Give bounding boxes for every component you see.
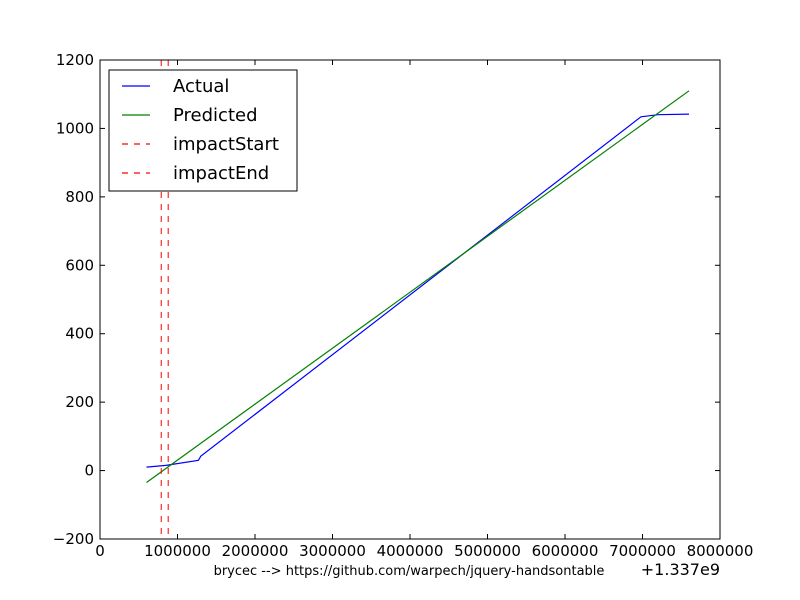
series-line-actual: [146, 113, 690, 468]
y-tick-label: −200: [53, 530, 94, 548]
x-tick-label: 2000000: [222, 542, 289, 560]
legend-label-actual: Actual: [173, 76, 229, 97]
legend-label-predicted: Predicted: [173, 105, 258, 126]
x-tick-label: 7000000: [609, 542, 676, 560]
y-tick-label: 600: [65, 256, 94, 274]
x-tick-label: 6000000: [532, 542, 599, 560]
x-tick-label: 0: [95, 542, 105, 560]
y-tick-label: 1000: [56, 119, 94, 137]
y-tick-label: 0: [84, 462, 94, 480]
x-axis-offset-label: +1.337e9: [641, 560, 720, 579]
x-tick-label: 3000000: [299, 542, 366, 560]
y-tick-label: 800: [65, 188, 94, 206]
series-line-predicted: [146, 90, 690, 483]
legend: Actual Predicted impactStart impactEnd: [108, 69, 298, 192]
legend-label-impactend: impactEnd: [173, 163, 269, 184]
x-tick-label: 4000000: [377, 542, 444, 560]
x-axis-label: brycec --> https://github.com/warpech/jq…: [214, 564, 605, 579]
legend-label-impactstart: impactStart: [173, 134, 279, 155]
y-tick-label: 1200: [56, 51, 94, 69]
x-tick-label: 5000000: [454, 542, 521, 560]
legend-box: [108, 69, 298, 192]
x-tick-label: 8000000: [687, 542, 754, 560]
y-tick-label: 400: [65, 325, 94, 343]
x-tick-label: 1000000: [144, 542, 211, 560]
y-tick-label: 200: [65, 393, 94, 411]
